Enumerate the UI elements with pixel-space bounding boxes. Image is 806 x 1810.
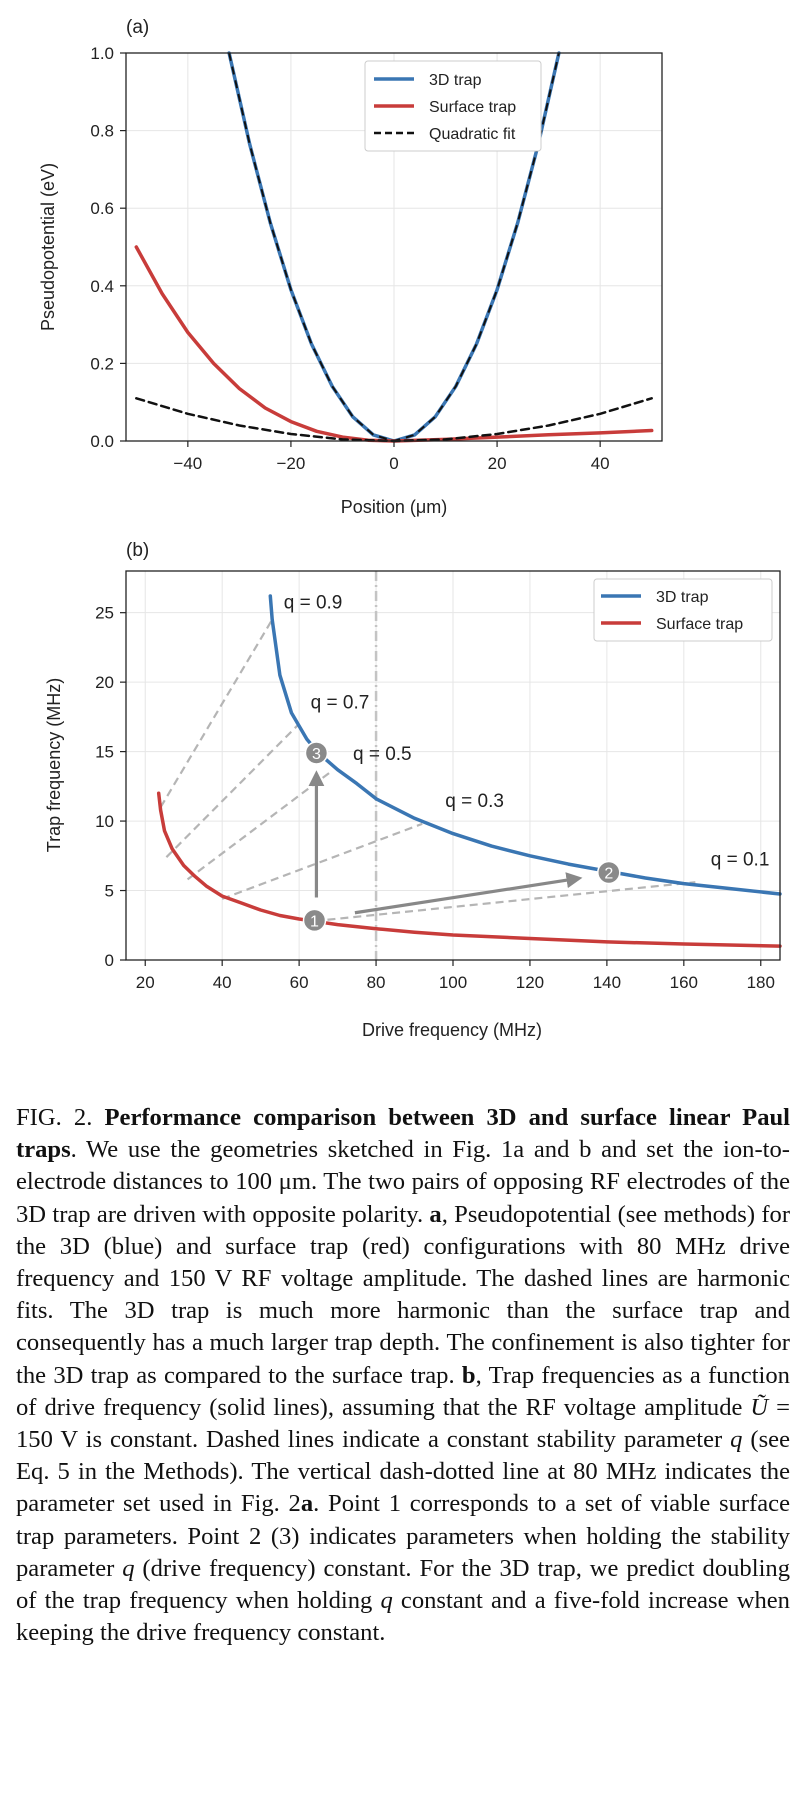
y-tick-label: 20: [95, 673, 114, 692]
y-tick-label: 0.4: [90, 277, 114, 296]
pseudopotential-chart: (a) −40 −20 0 20 40 0.0 0.2 0.4 0.6 0.8 1.0 Positi…: [38, 17, 663, 517]
q-line-q-0-7: [165, 723, 300, 858]
y-tick-label: 1.0: [90, 44, 114, 63]
q-line-q-0-3: [221, 822, 423, 900]
x-tick-label: −20: [277, 454, 306, 473]
x-tick-label: 160: [670, 973, 698, 992]
x-tick-label: 80: [367, 973, 386, 992]
legend-box: [364, 60, 542, 152]
caption-text: , Pseudopotential (see methods) for the …: [16, 1200, 791, 1389]
point-marker-2: [597, 860, 621, 885]
y-axis-label: Trap frequency (MHz): [44, 678, 64, 852]
caption-text: , Trap frequencies as a function of driv…: [16, 1361, 790, 1421]
caption-title: Performance comparison between 3D and su…: [16, 1104, 791, 1164]
legend: 3D trap Surface trap: [593, 578, 773, 642]
series-line-surface-trap: [134, 245, 654, 443]
q-label-q-0-9: q = 0.9: [284, 593, 343, 614]
arrows: [308, 770, 583, 915]
y-tick-label: 0.6: [90, 199, 114, 218]
point-marker-3: [304, 741, 329, 765]
q-line-q-0-1: [314, 881, 696, 923]
x-tick-label: 20: [488, 454, 507, 473]
axis-ticks: 20 40 60 80 100 120 140 160 180 0 5 10 15 20 25: [95, 604, 775, 992]
figure-caption: FIG. 2. Performance comparison between 3…: [16, 1102, 790, 1649]
x-tick-label: 20: [136, 973, 155, 992]
legend-label-quadratic-fit: Quadratic fit: [429, 126, 516, 143]
y-tick-label: 5: [105, 882, 114, 901]
series-group: [156, 594, 782, 948]
panel-label-a: (a): [126, 17, 149, 38]
y-tick-label: 0: [105, 951, 114, 970]
x-tick-label: 60: [290, 973, 309, 992]
caption-text: = 150 V is constant. Dashed lines indica…: [16, 1393, 790, 1454]
panel-label-b: (b): [126, 540, 149, 561]
points: 1 2 3: [302, 741, 621, 933]
y-tick-label: 0.0: [90, 432, 114, 451]
x-tick-label: 140: [593, 973, 621, 992]
x-tick-label: 40: [213, 973, 232, 992]
point-label-3: 3: [312, 746, 321, 763]
q-label-q-0-7: q = 0.7: [311, 693, 370, 714]
series-line-surface-trap: [156, 791, 782, 948]
caption-text: (see Eq. 5 in the Methods). The vertical…: [16, 1426, 790, 1518]
legend-label-3d-trap: 3D trap: [656, 589, 709, 606]
y-axis-label: Pseudopotential (eV): [38, 163, 58, 331]
q-label-q-0-5: q = 0.5: [353, 744, 412, 765]
caption-text: . Point 1 corresponds to a set of viable…: [16, 1490, 790, 1582]
legend-label-surface-trap: Surface trap: [656, 616, 743, 633]
legend-label-3d-trap: 3D trap: [429, 72, 482, 89]
x-tick-label: 40: [591, 454, 610, 473]
caption-variable: Ũ: [750, 1393, 769, 1421]
x-tick-label: 100: [439, 973, 467, 992]
x-tick-label: 0: [389, 454, 398, 473]
caption-variable: q: [122, 1554, 135, 1582]
point-label-2: 2: [604, 865, 613, 882]
caption-variable: q: [380, 1587, 393, 1615]
caption-text: (drive frequency) constant. For the 3D t…: [16, 1554, 790, 1615]
x-axis-label: Drive frequency (MHz): [362, 1020, 542, 1040]
series-line-3d-trap: [268, 594, 782, 896]
trap-frequency-chart: (b) 123 q = 0.9q = 0.7q = 0.5q = 0.3q = …: [44, 540, 782, 1040]
point-marker-1: [302, 908, 327, 933]
caption-variable: q: [730, 1426, 743, 1454]
q-line-q-0-9: [159, 619, 274, 808]
y-tick-label: 0.8: [90, 122, 114, 141]
q-label-q-0-1: q = 0.1: [711, 850, 770, 871]
q-labels: q = 0.9 q = 0.7 q = 0.5 q = 0.3 q = 0.1: [284, 593, 770, 871]
x-axis-label: Position (μm): [341, 497, 447, 517]
x-tick-label: 180: [747, 973, 775, 992]
y-tick-label: 25: [95, 604, 114, 623]
legend-label-surface-trap: Surface trap: [429, 99, 516, 116]
q-label-q-0-3: q = 0.3: [445, 791, 504, 812]
caption-panel-a-ref: a: [300, 1490, 314, 1518]
y-tick-label: 15: [95, 743, 114, 762]
y-tick-label: 10: [95, 812, 114, 831]
q-lines: [159, 619, 696, 923]
q-line-q-0-5: [186, 771, 331, 881]
arrow-2: [354, 872, 583, 915]
legend: 3D trap Surface trap Quadratic fit: [364, 60, 542, 152]
axis-ticks: −40 −20 0 20 40 0.0 0.2 0.4 0.6 0.8 1.0: [90, 44, 609, 473]
caption-panel-a: a: [429, 1200, 442, 1228]
y-tick-label: 0.2: [90, 354, 114, 373]
caption-figlabel: FIG. 2.: [16, 1104, 93, 1131]
caption-text: constant and a five-fold increase when k…: [16, 1587, 790, 1647]
point-label-1: 1: [310, 913, 319, 930]
caption-text: . We use the geometries sketched in Fig.…: [16, 1136, 790, 1228]
caption-panel-b: b: [461, 1361, 476, 1389]
x-tick-label: −40: [173, 454, 202, 473]
x-tick-label: 120: [516, 973, 544, 992]
